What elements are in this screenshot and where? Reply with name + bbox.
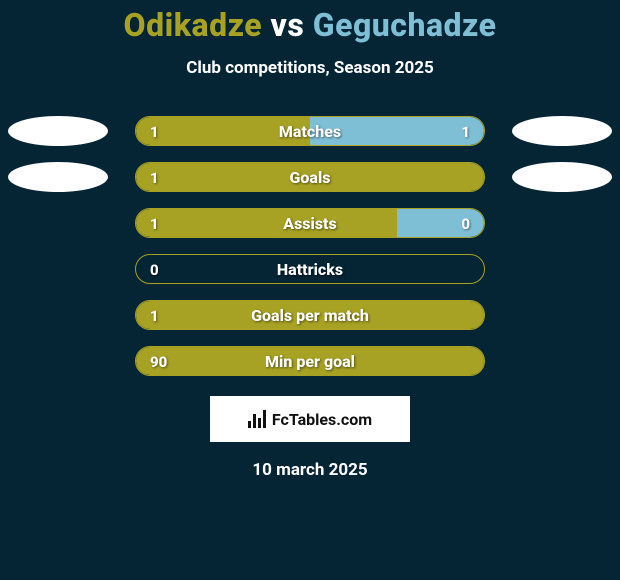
value-left: 1 bbox=[136, 209, 173, 238]
title-vs: vs bbox=[271, 6, 305, 44]
flag-left bbox=[8, 162, 108, 192]
date-text: 10 march 2025 bbox=[0, 460, 620, 480]
title-player-left: Odikadze bbox=[123, 6, 262, 44]
bars-icon bbox=[248, 410, 266, 428]
bar-left bbox=[136, 347, 484, 375]
bar-left bbox=[136, 163, 484, 191]
subtitle: Club competitions, Season 2025 bbox=[0, 58, 620, 78]
metric-label: Hattricks bbox=[136, 255, 484, 284]
bar-left bbox=[136, 209, 397, 237]
value-left: 1 bbox=[136, 117, 173, 146]
bar-track: 11Matches bbox=[135, 116, 485, 146]
title-player-right: Geguchadze bbox=[313, 6, 497, 44]
bar-left bbox=[136, 301, 484, 329]
brand-text: FcTables.com bbox=[272, 410, 372, 429]
value-left: 1 bbox=[136, 163, 173, 192]
bar-track: 1Goals per match bbox=[135, 300, 485, 330]
metric-row: 11Matches bbox=[0, 116, 620, 146]
metric-row: 0Hattricks bbox=[0, 254, 620, 284]
flag-left bbox=[8, 116, 108, 146]
brand-badge: FcTables.com bbox=[210, 396, 410, 442]
value-left: 1 bbox=[136, 301, 173, 330]
value-right: 0 bbox=[447, 209, 484, 238]
metric-row: 90Min per goal bbox=[0, 346, 620, 376]
bar-track: 1Goals bbox=[135, 162, 485, 192]
metric-row: 1Goals bbox=[0, 162, 620, 192]
value-right: 1 bbox=[447, 117, 484, 146]
bar-track: 0Hattricks bbox=[135, 254, 485, 284]
flag-right bbox=[512, 116, 612, 146]
value-left: 90 bbox=[136, 347, 181, 376]
page-title: Odikadze vs Geguchadze bbox=[0, 6, 620, 44]
bar-track: 90Min per goal bbox=[135, 346, 485, 376]
metric-row: 10Assists bbox=[0, 208, 620, 238]
value-left: 0 bbox=[136, 255, 173, 284]
infographic-root: Odikadze vs Geguchadze Club competitions… bbox=[0, 0, 620, 580]
metric-row: 1Goals per match bbox=[0, 300, 620, 330]
bar-track: 10Assists bbox=[135, 208, 485, 238]
metrics-list: 11Matches1Goals10Assists0Hattricks1Goals… bbox=[0, 116, 620, 376]
flag-right bbox=[512, 162, 612, 192]
